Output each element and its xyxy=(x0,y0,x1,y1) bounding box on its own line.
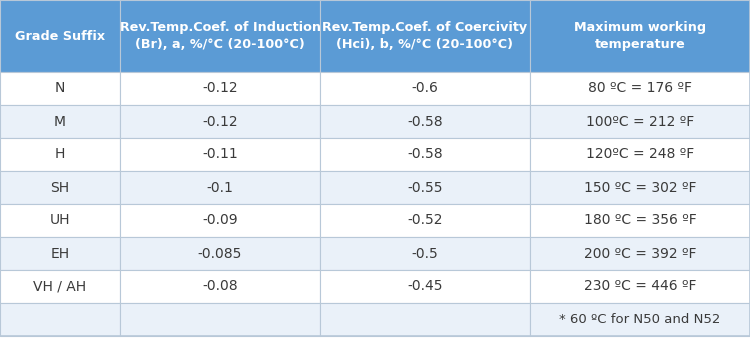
Text: -0.55: -0.55 xyxy=(407,180,442,194)
Bar xyxy=(530,72,750,105)
Bar xyxy=(0,303,120,336)
Text: N: N xyxy=(55,82,65,95)
Text: 100ºC = 212 ºF: 100ºC = 212 ºF xyxy=(586,115,694,129)
Text: -0.12: -0.12 xyxy=(202,82,238,95)
Bar xyxy=(120,72,320,105)
Text: -0.5: -0.5 xyxy=(412,247,438,260)
Text: Rev.Temp.Coef. of Coercivity
(Hci), b, %/°C (20-100°C): Rev.Temp.Coef. of Coercivity (Hci), b, %… xyxy=(322,21,527,51)
Bar xyxy=(120,270,320,303)
Bar xyxy=(0,237,120,270)
Text: -0.1: -0.1 xyxy=(206,180,233,194)
Bar xyxy=(320,72,530,105)
Text: Maximum working
temperature: Maximum working temperature xyxy=(574,21,706,51)
Text: 80 ºC = 176 ºF: 80 ºC = 176 ºF xyxy=(588,82,692,95)
Text: -0.58: -0.58 xyxy=(407,115,442,129)
Bar xyxy=(530,237,750,270)
Text: * 60 ºC for N50 and N52: * 60 ºC for N50 and N52 xyxy=(560,313,721,326)
Bar xyxy=(0,72,120,105)
Text: 230 ºC = 446 ºF: 230 ºC = 446 ºF xyxy=(584,280,696,294)
Bar xyxy=(0,0,120,72)
Bar xyxy=(320,171,530,204)
Text: 150 ºC = 302 ºF: 150 ºC = 302 ºF xyxy=(584,180,696,194)
Bar xyxy=(120,303,320,336)
Bar xyxy=(120,138,320,171)
Bar xyxy=(320,237,530,270)
Text: -0.08: -0.08 xyxy=(202,280,238,294)
Text: -0.12: -0.12 xyxy=(202,115,238,129)
Text: -0.52: -0.52 xyxy=(407,213,442,227)
Text: -0.09: -0.09 xyxy=(202,213,238,227)
Text: M: M xyxy=(54,115,66,129)
Text: Grade Suffix: Grade Suffix xyxy=(15,29,105,43)
Bar xyxy=(320,0,530,72)
Text: 180 ºC = 356 ºF: 180 ºC = 356 ºF xyxy=(584,213,696,227)
Bar xyxy=(120,105,320,138)
Bar xyxy=(0,204,120,237)
Bar xyxy=(530,105,750,138)
Bar xyxy=(120,0,320,72)
Bar xyxy=(120,237,320,270)
Bar xyxy=(120,204,320,237)
Bar xyxy=(0,105,120,138)
Text: -0.45: -0.45 xyxy=(407,280,442,294)
Bar xyxy=(530,204,750,237)
Bar xyxy=(530,171,750,204)
Bar xyxy=(120,171,320,204)
Bar xyxy=(530,0,750,72)
Text: VH / AH: VH / AH xyxy=(34,280,86,294)
Bar xyxy=(530,303,750,336)
Text: SH: SH xyxy=(50,180,70,194)
Bar xyxy=(0,138,120,171)
Bar xyxy=(530,138,750,171)
Bar xyxy=(320,204,530,237)
Bar xyxy=(320,303,530,336)
Text: EH: EH xyxy=(50,247,70,260)
Text: -0.6: -0.6 xyxy=(412,82,439,95)
Text: 120ºC = 248 ºF: 120ºC = 248 ºF xyxy=(586,147,694,162)
Bar xyxy=(0,270,120,303)
Bar xyxy=(320,138,530,171)
Text: -0.58: -0.58 xyxy=(407,147,442,162)
Text: -0.11: -0.11 xyxy=(202,147,238,162)
Text: Rev.Temp.Coef. of Induction
(Br), a, %/°C (20-100°C): Rev.Temp.Coef. of Induction (Br), a, %/°… xyxy=(119,21,320,51)
Text: H: H xyxy=(55,147,65,162)
Text: UH: UH xyxy=(50,213,70,227)
Bar xyxy=(0,171,120,204)
Text: 200 ºC = 392 ºF: 200 ºC = 392 ºF xyxy=(584,247,696,260)
Bar xyxy=(320,105,530,138)
Bar xyxy=(530,270,750,303)
Text: -0.085: -0.085 xyxy=(198,247,242,260)
Bar xyxy=(320,270,530,303)
